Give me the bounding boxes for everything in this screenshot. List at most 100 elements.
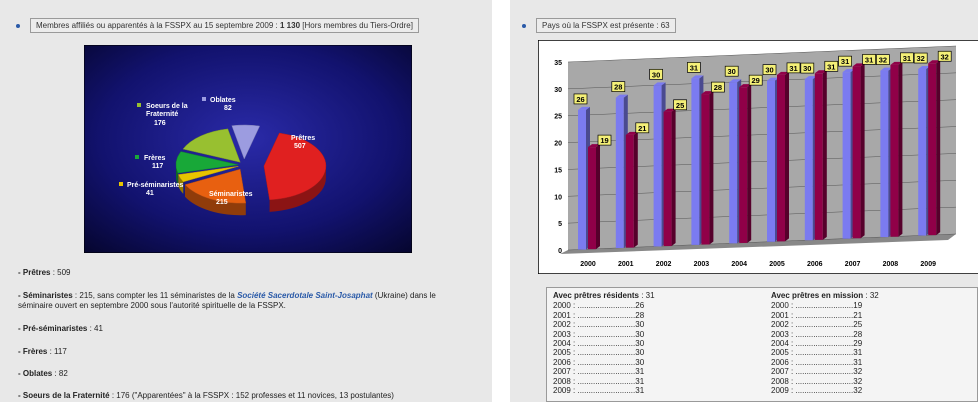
data-label: 26 — [573, 93, 588, 105]
table-row: 2007 : ..........................32 — [771, 367, 863, 377]
table-row: 2006 : ..........................30 — [553, 357, 645, 367]
table-row: 2004 : ..........................30 — [553, 339, 645, 349]
x-tick-label: 2005 — [769, 261, 785, 268]
legend-swatch-soeurs — [137, 103, 141, 107]
data-label: 21 — [635, 122, 650, 134]
data-label: 31 — [838, 55, 852, 67]
pie-slice-side — [185, 184, 246, 216]
table-row: 2000 : ..........................19 — [771, 301, 863, 311]
x-tick-label: 2001 — [618, 261, 634, 268]
data-label: 25 — [673, 99, 687, 111]
svg-text:25: 25 — [676, 101, 684, 110]
data-label: 31 — [900, 52, 914, 64]
bar-chart-svg: 0 5 10 15 20 25 30 35 26 19 28 21 30 25 31 28 30 29 30 31 3… — [537, 39, 978, 275]
legend-swatch-oblates — [202, 97, 206, 101]
gridline — [567, 45, 957, 63]
pie-label-soeurs: Soeurs de la Fraternité 176 — [146, 103, 188, 127]
table-row: 2007 : ..........................31 — [553, 367, 645, 377]
right-header: Pays où la FSSPX est présente : 63 — [522, 18, 676, 33]
col-residents-title: Avec prêtres résidents : 31 — [553, 291, 655, 300]
table-row: 2003 : ..........................28 — [771, 329, 863, 339]
pie-label-pretres: Prêtres 507 — [291, 135, 315, 150]
svg-text:19: 19 — [600, 136, 608, 145]
pie-label-oblates: Oblates 82 — [210, 97, 236, 112]
y-tick-label: 25 — [554, 114, 562, 121]
bar-mission — [701, 91, 714, 245]
svg-text:31: 31 — [841, 57, 849, 66]
y-tick-label: 5 — [558, 221, 562, 228]
bar-mission — [890, 61, 903, 237]
x-tick-label: 2009 — [920, 261, 936, 268]
detail-oblates: - Oblates : 82 — [18, 369, 68, 378]
bullet-icon — [16, 23, 20, 28]
pie-slice — [175, 151, 239, 174]
table-col-mission: Avec prêtres en mission : 32 2000 : ....… — [771, 291, 879, 395]
x-tick-label: 2003 — [694, 261, 710, 268]
svg-text:28: 28 — [714, 83, 722, 92]
y-tick-label: 15 — [554, 167, 562, 174]
detail-seminaristes: - Séminaristes : 215, sans compter les 1… — [18, 291, 436, 310]
svg-text:30: 30 — [765, 66, 773, 75]
svg-text:28: 28 — [614, 83, 622, 92]
table-row: 2004 : ..........................29 — [771, 339, 863, 349]
right-header-box: Pays où la FSSPX est présente : 63 — [536, 18, 676, 33]
pie-chart: Prêtres 507 Séminaristes 215 Pré-séminaris… — [83, 44, 413, 254]
data-label: 31 — [687, 62, 701, 73]
table-row: 2005 : ..........................30 — [553, 348, 645, 358]
detail-soeurs: - Soeurs de la Fraternité : 176 ("Appare… — [18, 391, 394, 400]
svg-text:31: 31 — [789, 64, 797, 73]
data-label: 31 — [824, 60, 839, 72]
table-row: 2009 : ..........................32 — [771, 386, 863, 396]
svg-text:30: 30 — [728, 67, 736, 76]
svg-text:30: 30 — [803, 64, 811, 73]
bar-mission — [777, 71, 789, 242]
ssj-link[interactable]: Société Sacerdotale Saint-Josaphat — [237, 291, 373, 300]
legend-swatch-freres — [135, 155, 139, 159]
bar-chart-floor — [560, 234, 956, 254]
svg-text:31: 31 — [690, 63, 698, 72]
data-label: 31 — [786, 62, 801, 74]
pie-label-preseminaristes: Pré-séminaristes 41 — [127, 182, 184, 197]
data-label: 32 — [937, 50, 952, 62]
pie-slice — [231, 124, 261, 160]
data-label: 31 — [862, 54, 876, 65]
bar-mission — [814, 70, 827, 240]
x-tick-label: 2000 — [580, 261, 596, 268]
table-row: 2006 : ..........................31 — [771, 357, 863, 367]
data-label: 30 — [649, 68, 663, 80]
data-label: 30 — [724, 65, 739, 77]
data-label: 29 — [748, 74, 763, 86]
x-tick-label: 2004 — [731, 261, 747, 268]
x-tick-label: 2007 — [845, 261, 861, 268]
col-mission-title: Avec prêtres en mission : 32 — [771, 291, 879, 300]
x-tick-label: 2006 — [807, 261, 823, 268]
left-header-text: Membres affiliés ou apparentés à la FSSP… — [36, 21, 280, 30]
pie-slice-side — [269, 165, 326, 212]
pie-slice — [182, 128, 241, 163]
data-label: 32 — [913, 52, 928, 64]
table-row: 2005 : ..........................31 — [771, 348, 863, 358]
table-col-residents: Avec prêtres résidents : 31 2000 : .....… — [553, 291, 655, 395]
svg-text:31: 31 — [903, 54, 911, 63]
detail-pretres: - Prêtres : 509 — [18, 268, 71, 277]
y-tick-label: 10 — [554, 194, 562, 201]
data-label: 32 — [876, 54, 890, 65]
bar-mission — [852, 63, 865, 239]
svg-text:31: 31 — [865, 55, 873, 64]
bar-mission — [928, 60, 941, 236]
data-label: 28 — [611, 81, 626, 92]
left-header-total: 1 130 — [280, 21, 301, 30]
pie-label-freres: Frères 117 — [144, 155, 166, 170]
x-tick-label: 2002 — [656, 261, 672, 268]
left-header-suffix: [Hors membres du Tiers-Ordre] — [300, 21, 413, 30]
pie-slice — [184, 168, 247, 204]
data-label: 30 — [800, 62, 815, 74]
svg-text:30: 30 — [652, 70, 660, 79]
bar-mission — [588, 144, 600, 250]
detail-freres: - Frères : 117 — [18, 347, 67, 356]
svg-text:31: 31 — [827, 62, 835, 71]
bullet-icon — [522, 23, 526, 28]
table-row: 2002 : ..........................30 — [553, 320, 645, 330]
table-row: 2009 : ..........................31 — [553, 386, 645, 396]
table-row: 2008 : ..........................32 — [771, 376, 863, 386]
